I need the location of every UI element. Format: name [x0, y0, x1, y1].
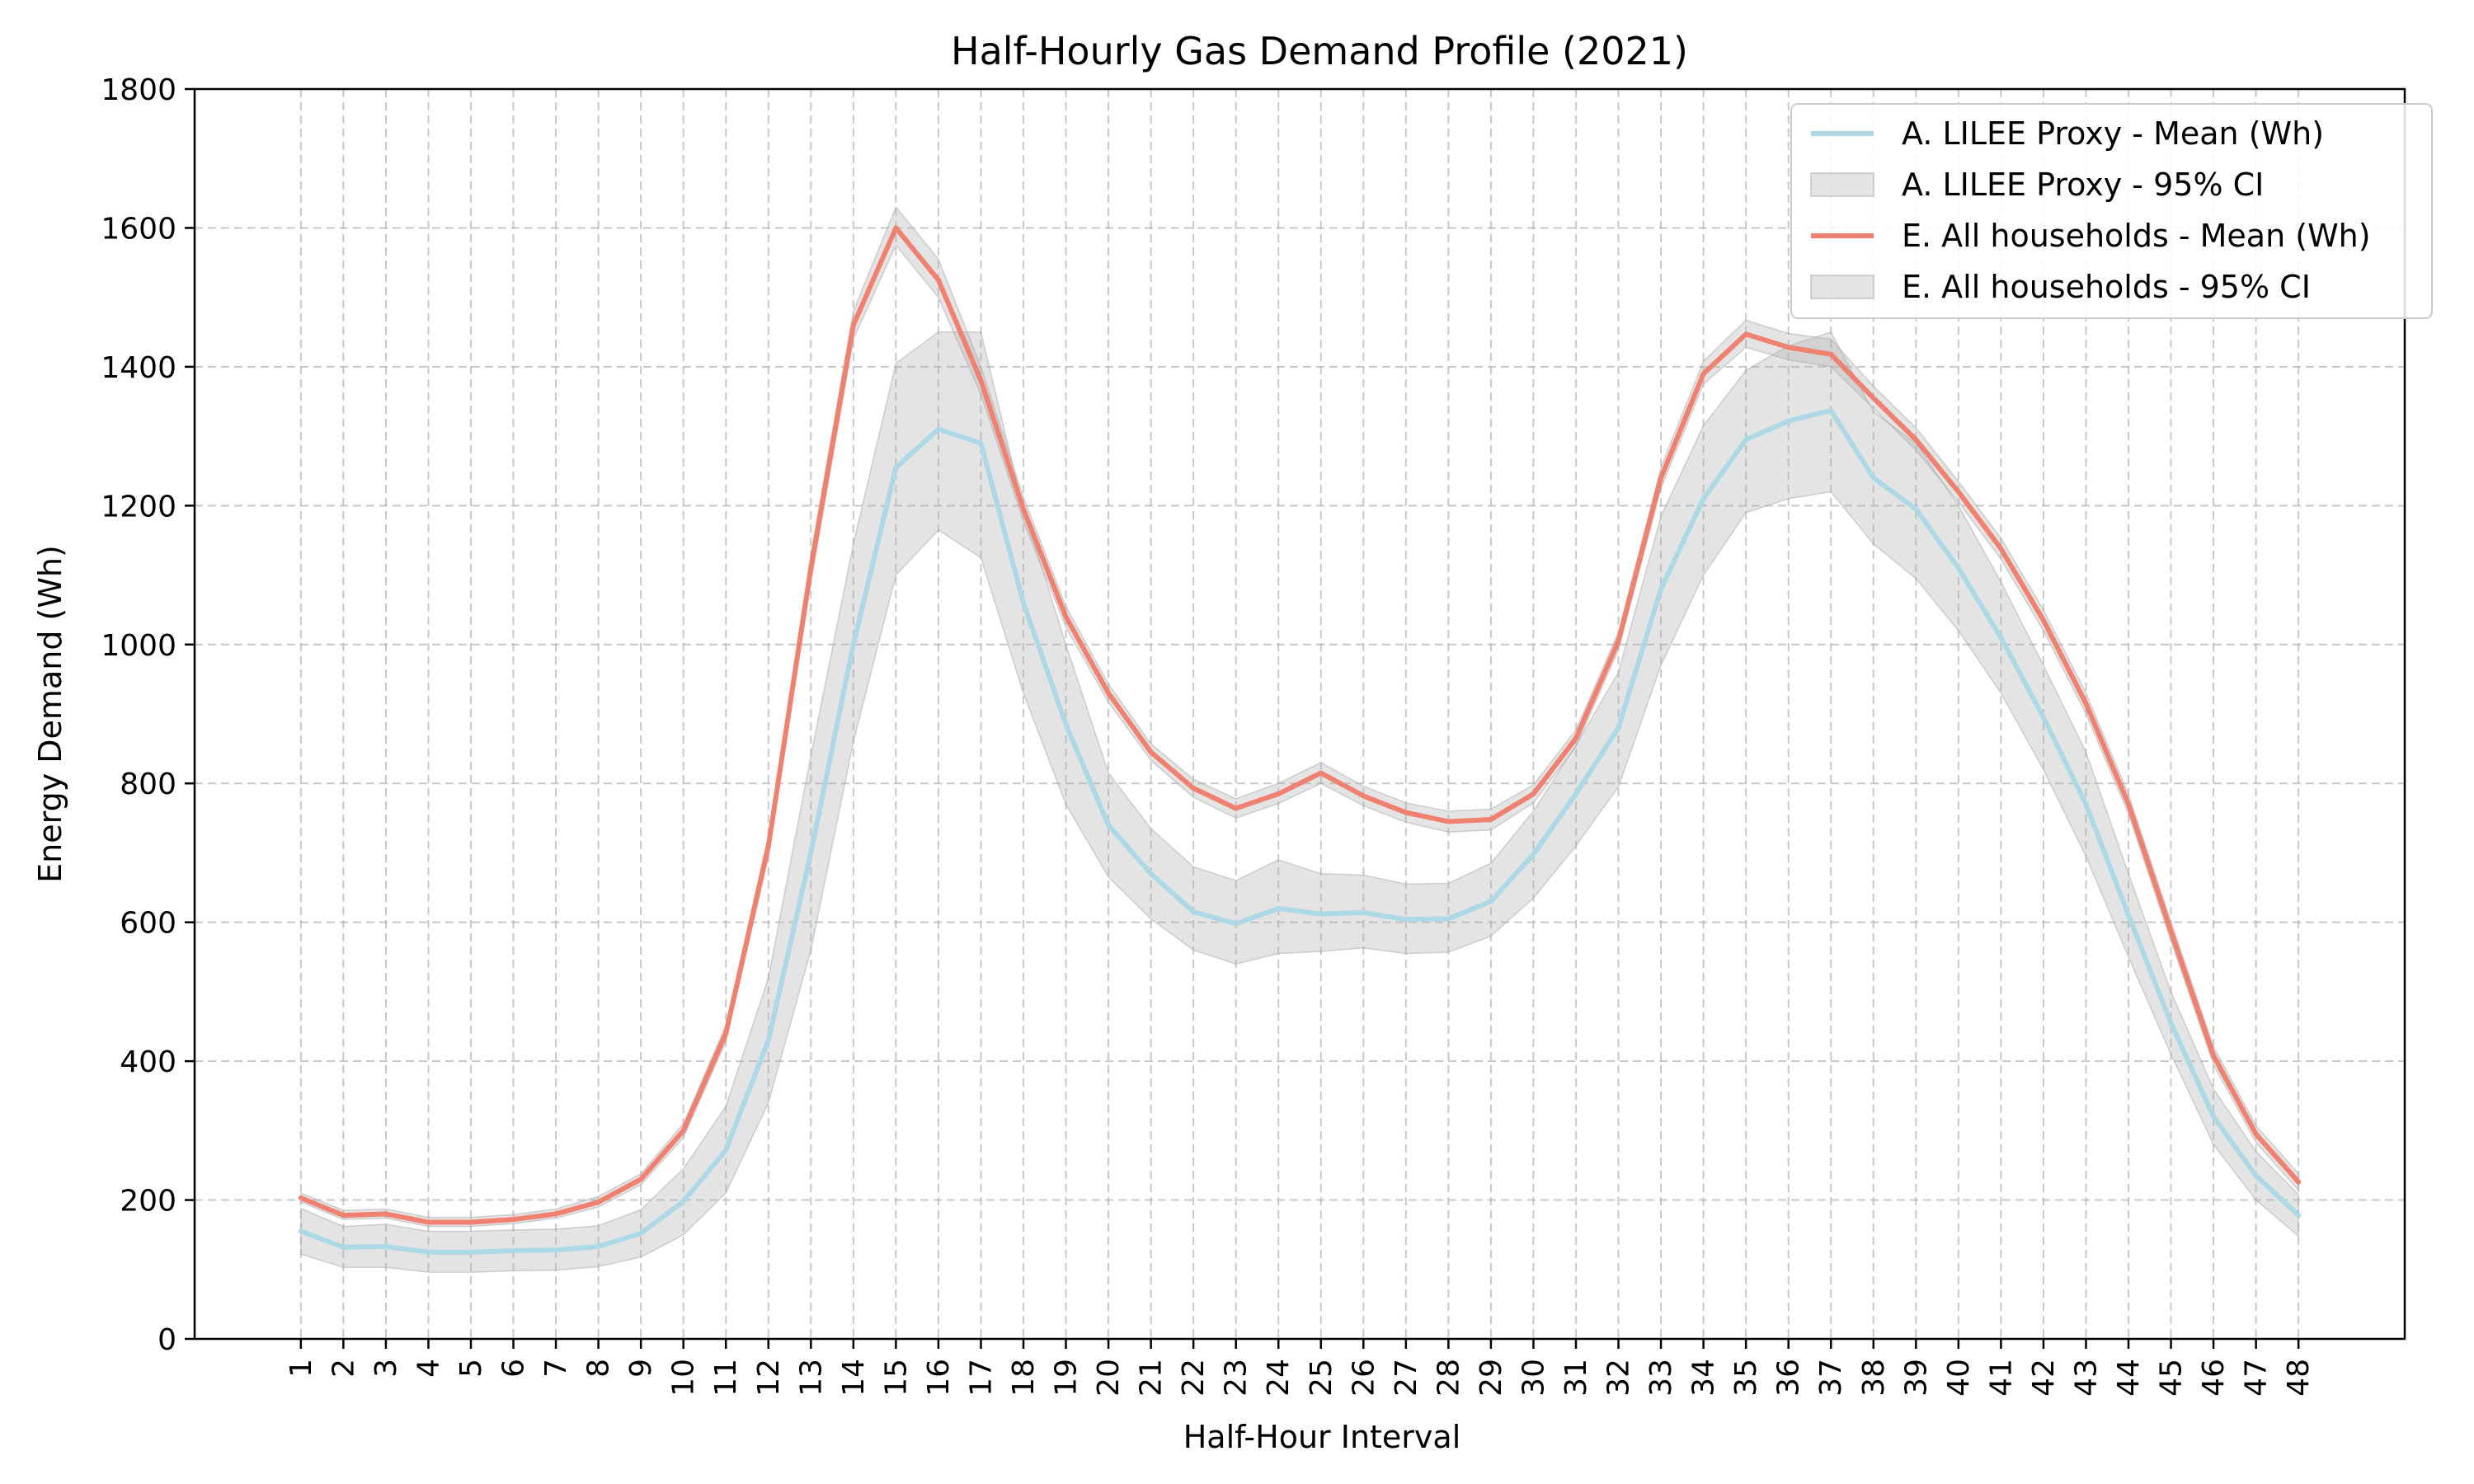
legend-band-swatch [1810, 172, 1874, 197]
x-tick-label: 12 [752, 1359, 786, 1397]
ci-band-1 [300, 331, 2299, 1273]
legend-frame [1790, 103, 2433, 319]
ci-bands [300, 205, 2299, 1273]
x-tick-label: 22 [1177, 1359, 1211, 1397]
x-tick-label: 4 [412, 1359, 445, 1378]
series-lines [298, 225, 2302, 1255]
x-tick-label: 11 [709, 1359, 743, 1397]
y-tick-label: 800 [120, 768, 176, 801]
series-line-2 [298, 225, 2302, 1225]
x-tick-label: 8 [582, 1359, 616, 1378]
x-tick-label: 6 [497, 1359, 531, 1378]
x-tick-label: 45 [2155, 1359, 2189, 1397]
x-tick-label: 48 [2282, 1359, 2316, 1397]
x-tick-label: 19 [1050, 1359, 1084, 1397]
x-tick-label: 33 [1644, 1359, 1678, 1397]
y-tick-label: 0 [158, 1323, 176, 1357]
x-tick-label: 47 [2240, 1359, 2274, 1397]
ci-band-2 [300, 205, 2299, 1228]
x-tick-label: 42 [2027, 1359, 2061, 1397]
x-axis: 1 2 3 4 5 6 7 8 9 10 11 12 13 14 15 16 17 18 19 20 21 22 23 24 2… [285, 1339, 2316, 1397]
y-tick-label: 1000 [101, 629, 176, 663]
x-axis-title: Half-Hour Interval [1183, 1419, 1461, 1455]
y-tick-label: 1200 [101, 490, 176, 524]
x-tick-label: 9 [624, 1359, 658, 1378]
x-tick-label: 30 [1517, 1359, 1550, 1397]
x-tick-label: 37 [1814, 1359, 1848, 1397]
x-tick-label: 7 [539, 1359, 573, 1378]
legend: A. LILEE Proxy - Mean (Wh) A. LILEE Proxy… [1790, 103, 2433, 319]
x-tick-label: 46 [2197, 1359, 2231, 1397]
y-tick-label: 400 [120, 1045, 176, 1079]
x-tick-label: 44 [2112, 1359, 2146, 1397]
x-tick-label: 5 [454, 1359, 488, 1378]
x-tick-label: 40 [1942, 1359, 1976, 1397]
x-tick-label: 1 [285, 1359, 318, 1378]
x-tick-label: 41 [1984, 1359, 2018, 1397]
x-tick-label: 35 [1729, 1359, 1763, 1397]
x-tick-label: 16 [922, 1359, 956, 1397]
y-axis: 0 200 400 600 800 1000 1200 1400 1600 1800 [101, 73, 195, 1357]
x-tick-label: 17 [964, 1359, 998, 1397]
x-tick-label: 15 [879, 1359, 913, 1397]
legend-label: A. LILEE Proxy - Mean (Wh) [1902, 115, 2324, 152]
x-tick-label: 28 [1432, 1359, 1465, 1397]
y-tick-label: 1800 [101, 73, 176, 107]
x-tick-label: 26 [1347, 1359, 1380, 1397]
y-axis-title: Energy Demand (Wh) [32, 545, 68, 883]
legend-label: E. All households - 95% CI [1902, 269, 2311, 305]
x-tick-label: 25 [1305, 1359, 1338, 1397]
legend-label: E. All households - Mean (Wh) [1902, 218, 2371, 254]
x-tick-label: 43 [2069, 1359, 2103, 1397]
x-tick-label: 27 [1390, 1359, 1423, 1397]
x-tick-label: 23 [1220, 1359, 1253, 1397]
y-tick-label: 1400 [101, 351, 176, 385]
x-tick-label: 39 [1899, 1359, 1933, 1397]
plot-frame [193, 87, 2406, 1341]
chart-title: Half-Hourly Gas Demand Profile (2021) [951, 29, 1688, 73]
x-tick-label: 10 [667, 1359, 701, 1397]
x-tick-label: 20 [1092, 1359, 1126, 1397]
x-tick-label: 24 [1262, 1359, 1296, 1397]
legend-label: A. LILEE Proxy - 95% CI [1902, 167, 2264, 203]
series-line-1 [298, 407, 2302, 1255]
x-tick-label: 29 [1475, 1359, 1508, 1397]
x-tick-label: 21 [1135, 1359, 1169, 1397]
x-tick-label: 3 [369, 1359, 403, 1378]
x-tick-label: 32 [1602, 1359, 1636, 1397]
x-tick-label: 18 [1007, 1359, 1041, 1397]
y-tick-label: 1600 [101, 212, 176, 246]
y-tick-label: 200 [120, 1185, 176, 1219]
x-tick-label: 31 [1559, 1359, 1593, 1397]
legend-band-swatch [1810, 275, 1874, 299]
x-tick-label: 38 [1857, 1359, 1891, 1397]
x-tick-label: 36 [1772, 1359, 1806, 1397]
x-tick-label: 14 [837, 1359, 871, 1397]
x-tick-label: 13 [794, 1359, 828, 1397]
y-tick-label: 600 [120, 907, 176, 941]
x-tick-label: 2 [327, 1359, 360, 1378]
x-tick-label: 34 [1687, 1359, 1721, 1397]
